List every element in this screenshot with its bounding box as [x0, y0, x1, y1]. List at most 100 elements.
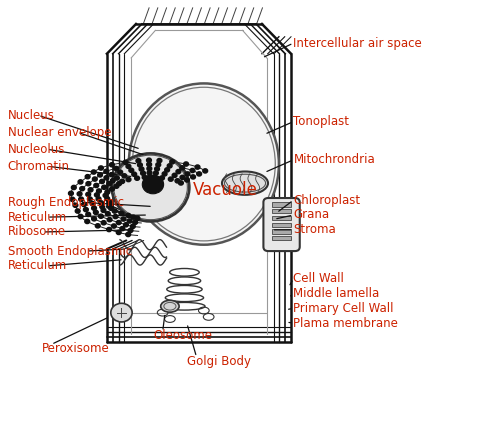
Circle shape	[135, 176, 140, 180]
Text: Rough Endoplasmic: Rough Endoplasmic	[8, 196, 123, 209]
Text: Oleosome: Oleosome	[153, 329, 212, 342]
Circle shape	[101, 221, 106, 225]
Text: Grana: Grana	[294, 209, 330, 221]
Circle shape	[86, 192, 91, 197]
Circle shape	[178, 181, 183, 185]
Circle shape	[129, 168, 134, 172]
Circle shape	[77, 192, 82, 196]
Circle shape	[195, 165, 200, 169]
Circle shape	[157, 158, 162, 163]
Circle shape	[138, 163, 143, 167]
Circle shape	[70, 197, 75, 201]
Circle shape	[112, 209, 117, 213]
Circle shape	[160, 176, 165, 180]
Circle shape	[104, 169, 109, 173]
Text: Cell Wall: Cell Wall	[294, 272, 344, 285]
Circle shape	[83, 207, 88, 212]
Circle shape	[97, 189, 101, 193]
Circle shape	[180, 166, 185, 170]
Circle shape	[122, 174, 127, 178]
Circle shape	[113, 215, 118, 219]
Text: Nucleolus: Nucleolus	[8, 143, 65, 156]
Circle shape	[72, 185, 76, 190]
Circle shape	[120, 227, 125, 231]
Circle shape	[98, 173, 102, 177]
Circle shape	[80, 187, 85, 191]
Circle shape	[85, 175, 90, 179]
Circle shape	[111, 303, 132, 322]
Text: Peroxisome: Peroxisome	[42, 342, 109, 355]
Circle shape	[91, 170, 96, 174]
Circle shape	[196, 172, 201, 176]
Text: Mitochrondria: Mitochrondria	[294, 154, 375, 166]
Circle shape	[109, 163, 114, 167]
Circle shape	[120, 179, 124, 184]
Bar	[272, 236, 291, 240]
Circle shape	[191, 175, 196, 179]
Circle shape	[165, 168, 170, 172]
Circle shape	[117, 181, 122, 186]
Bar	[272, 202, 291, 206]
Circle shape	[75, 209, 80, 213]
Circle shape	[147, 171, 152, 175]
Bar	[272, 209, 291, 213]
Circle shape	[180, 175, 185, 179]
Circle shape	[101, 208, 106, 212]
Ellipse shape	[161, 300, 179, 312]
Circle shape	[78, 214, 83, 218]
Circle shape	[94, 210, 98, 215]
Text: Plama membrane: Plama membrane	[294, 317, 398, 330]
Circle shape	[130, 224, 135, 228]
Circle shape	[114, 184, 119, 188]
Circle shape	[190, 169, 195, 172]
Circle shape	[147, 162, 151, 166]
Ellipse shape	[129, 83, 279, 245]
Text: Reticulum: Reticulum	[8, 211, 67, 224]
Text: Tonoplast: Tonoplast	[294, 115, 349, 128]
Circle shape	[108, 203, 113, 207]
Text: Golgi Body: Golgi Body	[187, 355, 251, 368]
Circle shape	[155, 167, 159, 171]
Text: Nuclear envelope: Nuclear envelope	[8, 126, 111, 139]
Circle shape	[98, 166, 103, 170]
Circle shape	[78, 180, 83, 184]
Circle shape	[203, 169, 208, 173]
Circle shape	[131, 215, 136, 219]
Text: Intercellular air space: Intercellular air space	[294, 37, 422, 49]
Circle shape	[121, 217, 126, 221]
Circle shape	[88, 188, 93, 192]
Circle shape	[98, 201, 103, 205]
Circle shape	[142, 175, 164, 194]
Circle shape	[107, 200, 112, 204]
Circle shape	[133, 220, 138, 224]
Circle shape	[116, 230, 121, 234]
Circle shape	[110, 187, 115, 191]
Circle shape	[139, 167, 144, 171]
Circle shape	[109, 172, 114, 177]
Circle shape	[175, 179, 180, 183]
Circle shape	[86, 181, 91, 186]
Circle shape	[81, 203, 86, 206]
Circle shape	[185, 172, 190, 176]
Circle shape	[147, 158, 151, 163]
Circle shape	[112, 154, 189, 221]
Text: Chromatin: Chromatin	[8, 160, 70, 173]
Circle shape	[87, 197, 92, 201]
Text: Nucleus: Nucleus	[8, 109, 54, 122]
Bar	[272, 223, 291, 227]
Circle shape	[116, 221, 121, 224]
Text: Reticulum: Reticulum	[8, 259, 67, 273]
Bar	[272, 216, 291, 220]
Circle shape	[104, 176, 109, 180]
Circle shape	[107, 218, 112, 222]
Circle shape	[90, 202, 95, 206]
Circle shape	[153, 171, 158, 175]
Circle shape	[73, 203, 78, 207]
Circle shape	[95, 193, 99, 197]
Circle shape	[98, 214, 103, 218]
Circle shape	[105, 197, 110, 201]
Circle shape	[176, 169, 181, 174]
Text: Stroma: Stroma	[294, 223, 336, 237]
Circle shape	[127, 219, 132, 223]
Circle shape	[110, 178, 115, 183]
